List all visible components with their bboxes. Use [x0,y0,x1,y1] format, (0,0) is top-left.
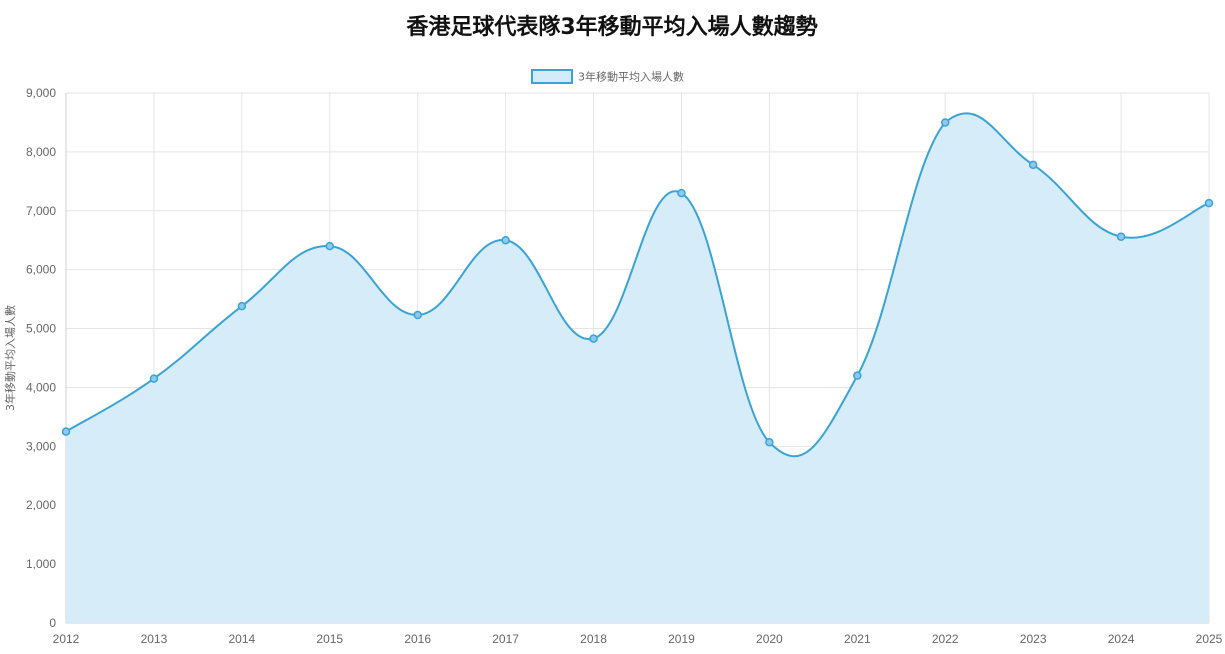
series-area-fill [66,113,1209,623]
data-point-2014[interactable] [237,301,247,311]
y-tick-label: 1,000 [26,557,56,571]
data-point-2022[interactable] [940,118,950,127]
legend[interactable]: 3年移動平均入場人數 [531,69,684,84]
data-point-2018[interactable] [589,334,598,343]
x-tick-label: 2025 [1196,632,1223,646]
data-point-2025[interactable] [1204,198,1214,208]
y-tick-label: 4,000 [26,380,56,394]
x-tick-label: 2014 [228,632,255,646]
legend-swatch [531,69,573,84]
y-axis-ticks: 0 1,000 2,000 3,000 4,000 5,000 6,000 7,000 8,00… [26,86,56,630]
series-area [66,113,1209,623]
x-axis-ticks: 2012 2013 2014 2015 2016 2017 2018 2019 2020 2021… [53,632,1223,646]
data-point-2021[interactable] [853,371,862,380]
x-tick-label: 2024 [1108,632,1135,646]
legend-label: 3年移動平均入場人數 [578,70,684,84]
y-axis-title: 3年移動平均入場人數 [3,305,17,411]
x-tick-label: 2017 [492,632,519,646]
x-tick-label: 2021 [844,632,871,646]
y-tick-label: 6,000 [26,263,56,277]
y-tick-label: 8,000 [26,145,56,159]
data-point-2016[interactable] [413,310,422,320]
data-point-2013[interactable] [149,374,159,383]
x-tick-label: 2022 [932,632,959,646]
y-tick-label: 7,000 [26,204,56,218]
data-point-2024[interactable] [1116,232,1126,241]
series-points [61,118,1214,447]
data-point-2020[interactable] [765,437,774,447]
x-tick-label: 2013 [141,632,168,646]
data-point-2023[interactable] [1028,160,1038,170]
x-tick-label: 2020 [756,632,783,646]
data-point-2015[interactable] [325,241,335,251]
y-tick-label: 5,000 [26,322,56,336]
y-tick-label: 3,000 [26,439,56,453]
data-point-2017[interactable] [501,235,510,245]
x-tick-label: 2019 [668,632,695,646]
data-point-2012[interactable] [61,427,71,436]
y-tick-label: 2,000 [26,498,56,512]
y-tick-label: 9,000 [26,86,56,100]
x-tick-label: 2018 [580,632,607,646]
x-tick-label: 2015 [316,632,343,646]
x-tick-label: 2016 [404,632,431,646]
x-tick-label: 2012 [53,632,80,646]
y-tick-label: 0 [49,616,56,630]
chart-title: 香港足球代表隊3年移動平均入場人數趨勢 [406,14,817,40]
x-tick-label: 2023 [1020,632,1047,646]
data-point-2019[interactable] [677,188,686,198]
series-line [65,112,1210,458]
series-line-path [65,112,1210,458]
